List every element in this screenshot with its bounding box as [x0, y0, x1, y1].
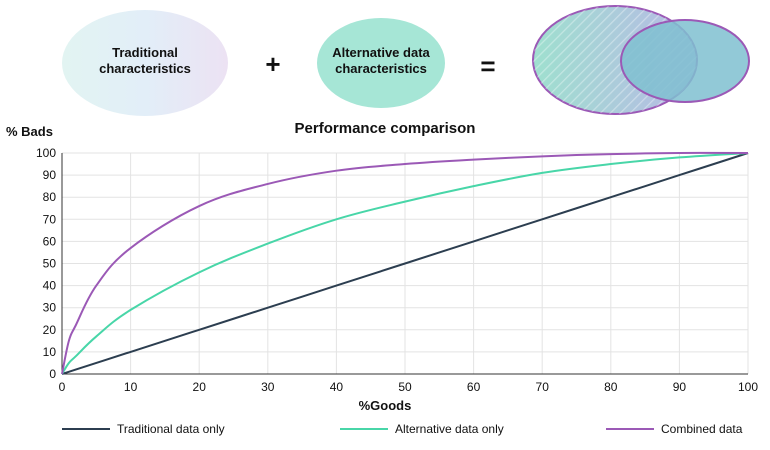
traditional-label-line2: characteristics	[99, 61, 191, 76]
y-tick-label: 70	[43, 212, 57, 226]
y-axis-label: % Bads	[6, 124, 53, 139]
x-tick-label: 90	[673, 380, 687, 394]
x-tick-label: 70	[536, 380, 550, 394]
x-tick-label: 50	[398, 380, 412, 394]
legend-label-traditional: Traditional data only	[117, 422, 225, 436]
y-tick-label: 90	[43, 168, 57, 182]
x-axis-label: %Goods	[359, 398, 412, 413]
y-tick-label: 20	[43, 323, 57, 337]
x-tick-label: 30	[261, 380, 275, 394]
alternative-ellipse	[317, 18, 445, 108]
chart-title: Performance comparison	[295, 120, 476, 137]
x-tick-label: 40	[330, 380, 344, 394]
x-tick-label: 80	[604, 380, 618, 394]
x-tick-label: 100	[738, 380, 758, 394]
series-line-alternative	[61, 152, 749, 375]
y-tick-label: 40	[43, 279, 57, 293]
traditional-ellipse	[62, 10, 228, 116]
combined-inner-ellipse	[620, 19, 750, 103]
venn-diagram: Traditional characteristics + Alternativ…	[62, 5, 750, 116]
equals-sign: =	[480, 51, 495, 81]
x-tick-label: 20	[193, 380, 207, 394]
series-line-traditional	[61, 152, 749, 375]
y-tick-label: 60	[43, 234, 57, 248]
x-tick-label: 10	[124, 380, 138, 394]
alternative-label-line2: characteristics	[335, 61, 427, 76]
series-line-combined	[61, 151, 749, 375]
y-tick-label: 30	[43, 301, 57, 315]
y-tick-label: 100	[36, 146, 56, 160]
y-tick-label: 80	[43, 190, 57, 204]
alternative-label-line1: Alternative data	[332, 45, 430, 60]
x-tick-label: 0	[59, 380, 66, 394]
y-tick-label: 0	[49, 367, 56, 381]
traditional-label-line1: Traditional	[112, 45, 178, 60]
y-tick-label: 10	[43, 345, 57, 359]
x-tick-label: 60	[467, 380, 481, 394]
legend-label-combined: Combined data	[661, 422, 743, 436]
plus-sign: +	[265, 49, 280, 79]
legend-label-alternative: Alternative data only	[395, 422, 504, 436]
y-tick-label: 50	[43, 257, 57, 271]
